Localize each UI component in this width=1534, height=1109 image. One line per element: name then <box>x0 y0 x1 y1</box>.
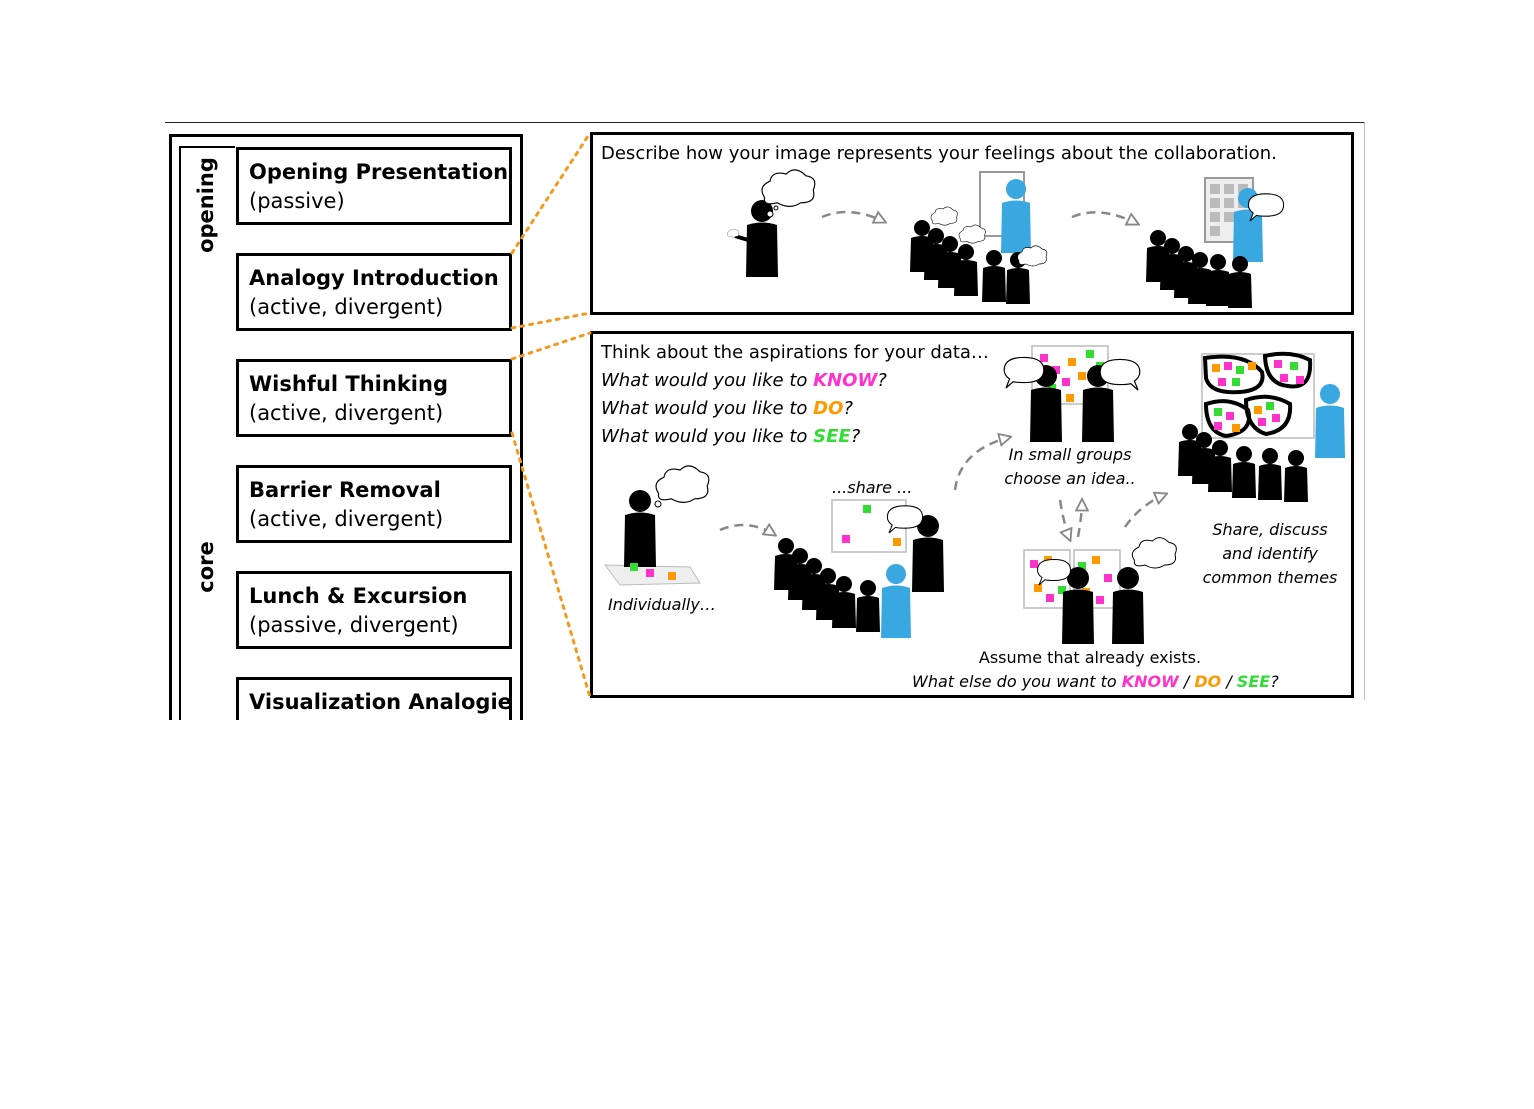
step-title: Barrier Removal <box>249 478 441 502</box>
step-barrier-removal: Barrier Removal (active, divergent) <box>236 465 512 543</box>
connectors <box>510 131 592 699</box>
agenda-frame <box>169 134 523 734</box>
step-subtitle: (active, divergent) <box>249 401 444 425</box>
analogy-prompt: Describe how your image represents your … <box>601 143 1277 164</box>
analogy-scene-3 <box>1146 177 1285 308</box>
question-prefix: What would you like to <box>601 370 814 391</box>
individual-scene <box>603 465 710 586</box>
question-see: What would you like to SEE? <box>601 426 860 448</box>
keyword-see: SEE <box>1236 672 1271 691</box>
question-know: What would you like to KNOW? <box>601 370 887 392</box>
step-lunch-excursion: Lunch & Excursion (passive, divergent) <box>236 571 512 649</box>
step-wishful-thinking: Wishful Thinking (active, divergent) <box>236 359 512 437</box>
share-scene <box>774 499 944 638</box>
keyword-do: DO <box>813 398 844 419</box>
phase-bracket <box>179 146 235 736</box>
right-rule <box>1364 122 1365 700</box>
assume-scene <box>1023 537 1177 644</box>
small-group-scene <box>1003 345 1141 442</box>
question-suffix: ? <box>843 398 853 419</box>
keyword-know: KNOW <box>813 370 878 391</box>
themes-scene <box>1178 351 1345 502</box>
loop-arrows <box>1058 494 1166 540</box>
label-themes-2: and identify <box>1222 544 1318 563</box>
label-themes-3: common themes <box>1202 568 1338 587</box>
else-question: What else do you want to KNOW / DO / SEE… <box>912 671 1279 693</box>
question-prefix: What would you like to <box>601 426 814 447</box>
step-subtitle: (passive, divergent) <box>249 613 459 637</box>
step-title: Visualization Analogies <box>249 690 512 714</box>
step-subtitle: (active, divergent) <box>249 507 444 531</box>
analogy-scene-2 <box>910 171 1048 304</box>
question-prefix: What would you like to <box>601 398 814 419</box>
separator: / <box>1178 672 1195 691</box>
else-prefix: What else do you want to <box>912 672 1122 691</box>
keyword-know: KNOW <box>1121 672 1179 691</box>
keyword-do: DO <box>1194 672 1222 691</box>
label-share: ...share ... <box>832 478 913 497</box>
assume-text: Assume that already exists. <box>978 648 1202 667</box>
step-subtitle: (passive) <box>249 189 345 213</box>
label-groups-1: In small groups <box>1008 445 1132 464</box>
label-groups-2: choose an idea.. <box>1004 469 1136 488</box>
step-title: Wishful Thinking <box>249 372 448 396</box>
step-title: Opening Presentation <box>249 160 509 184</box>
top-rule <box>165 122 1365 123</box>
else-suffix: ? <box>1270 672 1279 691</box>
bottom-cut <box>0 720 1534 780</box>
step-title: Analogy Introduction <box>249 266 499 290</box>
separator: / <box>1221 672 1237 691</box>
step-title: Lunch & Excursion <box>249 584 468 608</box>
question-do: What would you like to DO? <box>601 398 853 420</box>
question-suffix: ? <box>850 426 861 447</box>
step-opening-presentation: Opening Presentation (passive) <box>236 147 512 225</box>
label-themes-1: Share, discuss <box>1212 520 1328 539</box>
analogy-scene-1 <box>727 169 816 277</box>
wishful-prompt: Think about the aspirations for your dat… <box>601 342 989 363</box>
step-subtitle: (active, divergent) <box>249 295 444 319</box>
label-individually: Individually… <box>608 595 716 614</box>
keyword-see: SEE <box>813 426 851 447</box>
step-analogy-introduction: Analogy Introduction (active, divergent) <box>236 253 512 331</box>
question-suffix: ? <box>877 370 887 391</box>
